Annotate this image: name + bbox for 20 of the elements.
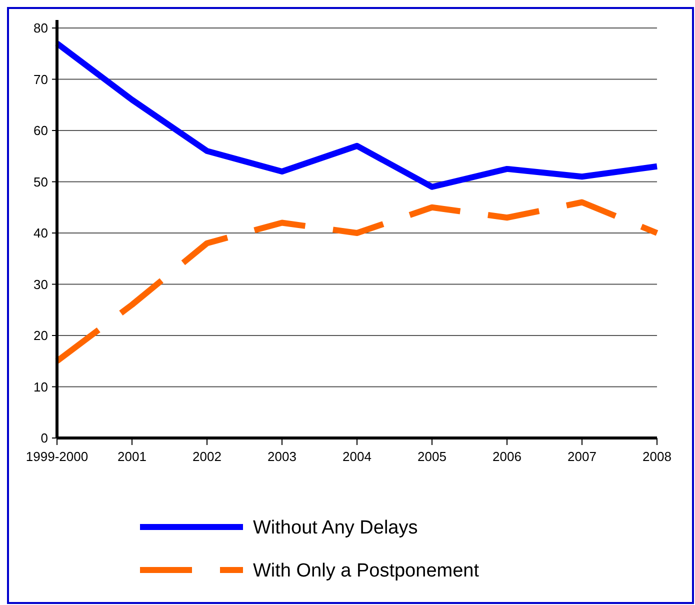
y-tick-label: 30 — [34, 276, 48, 292]
y-tick-label: 50 — [34, 174, 48, 190]
y-tick-label: 60 — [34, 123, 48, 138]
y-tick-label: 70 — [34, 72, 48, 87]
x-tick-label: 2005 — [418, 449, 446, 464]
y-tick-label: 80 — [34, 20, 48, 36]
x-tick-label: 2002 — [192, 449, 222, 464]
x-tick-label: 2007 — [568, 449, 596, 464]
x-tick-label: 2003 — [268, 449, 296, 464]
x-tick-label: 2006 — [492, 449, 522, 464]
x-tick-label: 2008 — [642, 449, 672, 464]
x-tick-label: 2004 — [342, 449, 372, 464]
legend-label: Without Any Delays — [253, 518, 418, 539]
y-tick-label: 10 — [34, 379, 48, 394]
y-tick-label: 0 — [40, 430, 48, 446]
legend-label: With Only a Postponement — [253, 560, 480, 582]
x-tick-label: 2001 — [118, 449, 146, 464]
y-tick-label: 40 — [34, 226, 48, 241]
y-tick-label: 20 — [34, 328, 48, 344]
x-tick-label: 1999-2000 — [26, 449, 88, 464]
